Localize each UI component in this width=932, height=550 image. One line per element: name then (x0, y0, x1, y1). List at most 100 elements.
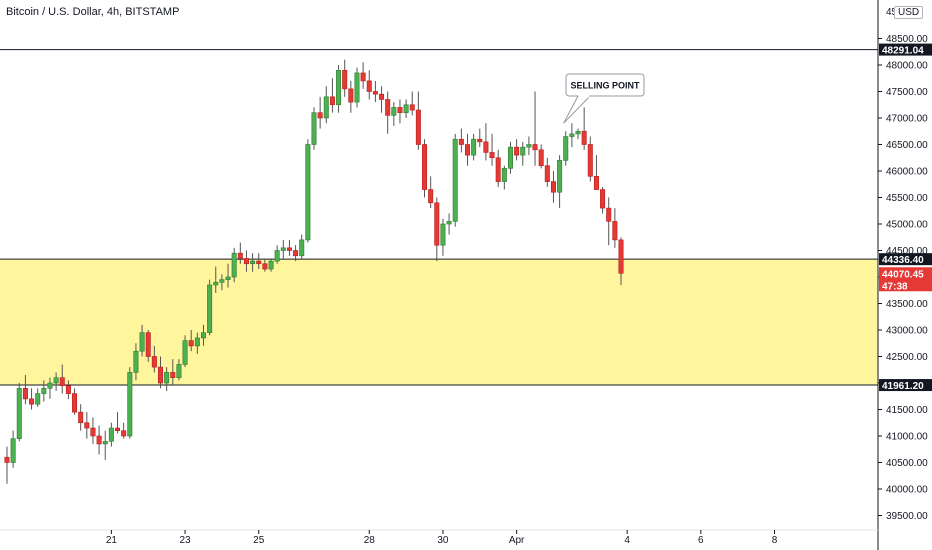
candle-body (422, 144, 428, 190)
candle (176, 359, 182, 381)
candle (366, 70, 372, 100)
candle (360, 62, 366, 89)
candle (483, 123, 489, 161)
y-tick-label: 46000.00 (886, 167, 928, 178)
candle (231, 247, 237, 283)
candle-body (225, 276, 231, 280)
candle (127, 367, 133, 439)
candle (415, 91, 421, 150)
candle (293, 245, 299, 262)
candle-body (280, 247, 286, 251)
y-tick-label: 43000.00 (886, 326, 928, 337)
y-tick-label: 45000.00 (886, 220, 928, 231)
candle-body (29, 398, 35, 405)
candle (489, 133, 495, 166)
x-tick-label: Apr (509, 535, 525, 546)
candle-body (10, 438, 16, 463)
candle-body (47, 382, 53, 389)
candle-body (606, 207, 612, 222)
candle (311, 107, 317, 150)
candle (84, 412, 90, 439)
candle (268, 258, 274, 272)
time-axis[interactable]: 21 23 25 28 30 Apr 4 6 8 (106, 530, 778, 546)
price-tag: 44336.40 (879, 253, 932, 266)
candle (213, 266, 219, 293)
candle (593, 155, 599, 190)
chart-title: Bitcoin / U.S. Dollar, 4h, BITSTAMP (6, 6, 180, 18)
candle (618, 237, 624, 285)
candle (557, 155, 563, 209)
candle-body (293, 250, 299, 257)
candle (434, 197, 440, 262)
candle-body (207, 284, 213, 333)
price-tag-bg (879, 267, 932, 292)
candle (35, 388, 41, 407)
candle-body (108, 427, 114, 442)
candle (329, 78, 335, 113)
price-tag-countdown: 47:38 (882, 281, 908, 292)
x-tick-label: 8 (772, 535, 778, 546)
candle-body (53, 377, 59, 384)
candle-body (514, 146, 520, 156)
candle (409, 91, 415, 116)
candle (612, 208, 618, 248)
candle (188, 330, 194, 352)
candle (477, 128, 483, 148)
candle (145, 330, 151, 362)
candle (115, 412, 121, 434)
candle-body (65, 385, 71, 394)
candle (575, 128, 581, 140)
candle (526, 136, 532, 156)
candle (317, 96, 323, 129)
candle-body (145, 332, 151, 357)
candle (600, 186, 606, 214)
candle-body (329, 96, 335, 106)
candle (59, 364, 65, 394)
candle-body (440, 223, 446, 246)
candle (182, 335, 188, 368)
candle-body (274, 250, 280, 262)
candle (121, 422, 127, 439)
candle (225, 263, 231, 288)
candle-body (158, 366, 164, 384)
callout-text: SELLING POINT (570, 81, 640, 91)
candle-body (428, 189, 434, 204)
candle (458, 128, 464, 153)
candles (4, 59, 624, 484)
y-tick-label: 42500.00 (886, 352, 928, 363)
candle-body (415, 109, 421, 145)
candle (41, 380, 47, 402)
candle (16, 383, 22, 442)
candle (170, 359, 176, 386)
candle-body (544, 165, 550, 182)
candle (158, 356, 164, 389)
candle (514, 139, 520, 161)
candle (606, 197, 612, 246)
candle (464, 133, 470, 166)
candle-body (612, 221, 618, 241)
candle-body (342, 70, 348, 90)
candle-body (139, 332, 145, 352)
candle-body (78, 411, 84, 424)
candle (372, 80, 378, 103)
candle (207, 279, 213, 336)
candle (348, 80, 354, 113)
candle (581, 107, 587, 150)
candle (520, 141, 526, 166)
candle (385, 91, 391, 134)
candle (501, 165, 507, 190)
candle (323, 86, 329, 124)
candle (422, 139, 428, 198)
candle-body (243, 258, 249, 265)
currency-badge[interactable]: USD (894, 6, 924, 19)
candle-body (72, 393, 78, 413)
selling-point-annotation[interactable]: SELLING POINT (563, 73, 645, 124)
candle-body (348, 88, 354, 103)
candle-body (409, 104, 415, 111)
candle (200, 324, 206, 346)
candle-body (164, 372, 170, 384)
candle-body (593, 176, 599, 190)
candle (53, 372, 59, 391)
